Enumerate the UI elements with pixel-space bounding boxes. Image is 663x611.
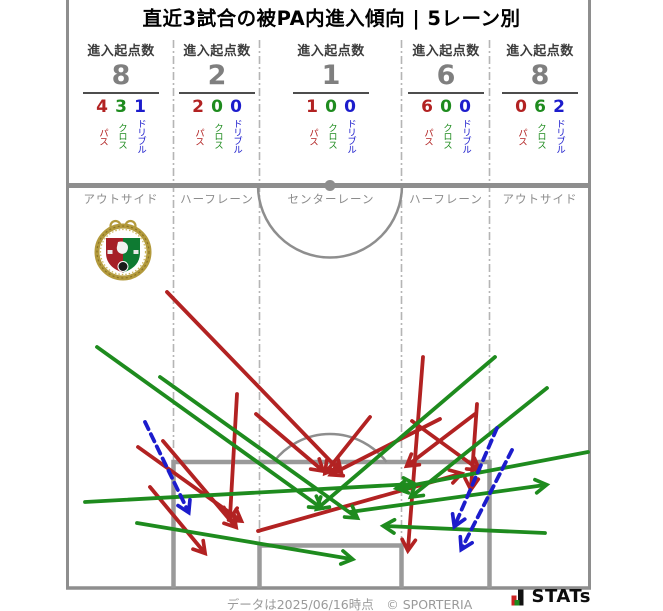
pass-count: 2 (192, 97, 204, 118)
entry-origin-header: 進入起点数 (297, 44, 365, 59)
lane-stats-column-outside-left: 進入起点数 8 4 3 1 パス クロス ドリブル (68, 40, 174, 153)
pass-arrow (410, 419, 483, 473)
data-date-copyright: データは2025/06/16時点 © SPORTERIA (226, 597, 473, 611)
total-underline (408, 92, 484, 95)
cross-count: 0 (211, 97, 223, 118)
cross-count: 6 (534, 97, 546, 118)
goal-area (257, 543, 404, 588)
total-underline (83, 92, 159, 95)
cross-count: 0 (325, 97, 337, 118)
pass-label: パス (421, 127, 433, 145)
cross-arrow (407, 386, 549, 500)
lane-stats-column-half-right: 進入起点数 6 6 0 0 パス クロス ドリブル (402, 40, 490, 153)
dribble-arrow (450, 426, 499, 530)
lane-stats-column-centre: 進入起点数 1 1 0 0 パス クロス ドリブル (260, 40, 402, 153)
cross-label: クロス (115, 123, 127, 149)
penalty-arc (272, 432, 388, 463)
lane-name-centre: センターレーン (287, 192, 375, 206)
dribble-label: ドリブル (134, 119, 146, 154)
dribble-label: ドリブル (344, 119, 356, 154)
pass-label: パス (96, 127, 108, 145)
dribble-count: 0 (344, 97, 356, 118)
stats-logo-text: STATs (531, 586, 591, 607)
cross-arrow (313, 355, 497, 512)
dribble-label: ドリブル (459, 119, 471, 154)
cross-label: クロス (211, 123, 223, 149)
lane-name-half-right: ハーフレーン (409, 192, 483, 206)
entry-origin-header: 進入起点数 (506, 44, 574, 59)
team-crest (94, 219, 152, 281)
cross-label: クロス (325, 123, 337, 149)
cross-arrow (135, 521, 357, 566)
pass-count: 0 (515, 97, 527, 118)
cross-arrow (158, 375, 361, 521)
cross-arrow (348, 477, 551, 514)
entry-origin-total: 1 (321, 60, 341, 91)
pass-arrow (222, 392, 239, 523)
lane-stats-column-half-left: 進入起点数 2 2 0 0 パス クロス ドリブル (174, 40, 260, 153)
entry-origin-total: 8 (111, 60, 131, 91)
pass-label: パス (515, 127, 527, 145)
pass-label: パス (192, 127, 204, 145)
total-underline (179, 92, 255, 95)
cross-label: クロス (440, 123, 452, 149)
lane-stats-column-outside-right: 進入起点数 8 0 6 2 パス クロス ドリブル (490, 40, 590, 153)
lane-name-outside-left: アウトサイド (83, 192, 159, 206)
cross-arrow (83, 476, 419, 504)
stats-logo: STATs (511, 588, 591, 606)
centre-circle (256, 185, 404, 259)
pass-arrow (165, 290, 344, 475)
dribble-arrow (458, 448, 514, 553)
cross-count: 0 (440, 97, 452, 118)
dribble-count: 2 (553, 97, 565, 118)
entry-origin-total: 2 (207, 60, 227, 91)
page-title: 直近3試合の被PA内進入傾向 | 5レーン別 (142, 7, 521, 30)
lane-name-half-left: ハーフレーン (180, 192, 254, 206)
entry-origin-header: 進入起点数 (87, 44, 155, 59)
dribble-count: 0 (459, 97, 471, 118)
pass-arrow (403, 412, 477, 469)
dribble-label: ドリブル (553, 119, 565, 154)
total-underline (502, 92, 578, 95)
total-underline (293, 92, 369, 95)
dribble-count: 1 (134, 97, 146, 118)
dribble-count: 0 (230, 97, 242, 118)
dribble-label: ドリブル (230, 119, 242, 154)
bar-chart-icon (511, 589, 524, 606)
lane-name-outside-right: アウトサイド (502, 192, 578, 206)
cross-arrow (95, 345, 325, 511)
entry-origin-total: 8 (530, 60, 550, 91)
cross-label: クロス (534, 123, 546, 149)
pass-count: 4 (96, 97, 108, 118)
pass-count: 1 (306, 97, 318, 118)
entry-origin-header: 進入起点数 (183, 44, 251, 59)
dribble-arrow (143, 420, 192, 516)
cross-count: 3 (115, 97, 127, 118)
pass-arrow (254, 412, 327, 474)
entry-origin-header: 進入起点数 (412, 44, 480, 59)
kickoff-spot (324, 180, 336, 191)
cross-arrow (392, 450, 590, 495)
pass-arrow (161, 439, 239, 531)
pass-count: 6 (421, 97, 433, 118)
pass-label: パス (306, 127, 318, 145)
entry-origin-total: 6 (436, 60, 456, 91)
